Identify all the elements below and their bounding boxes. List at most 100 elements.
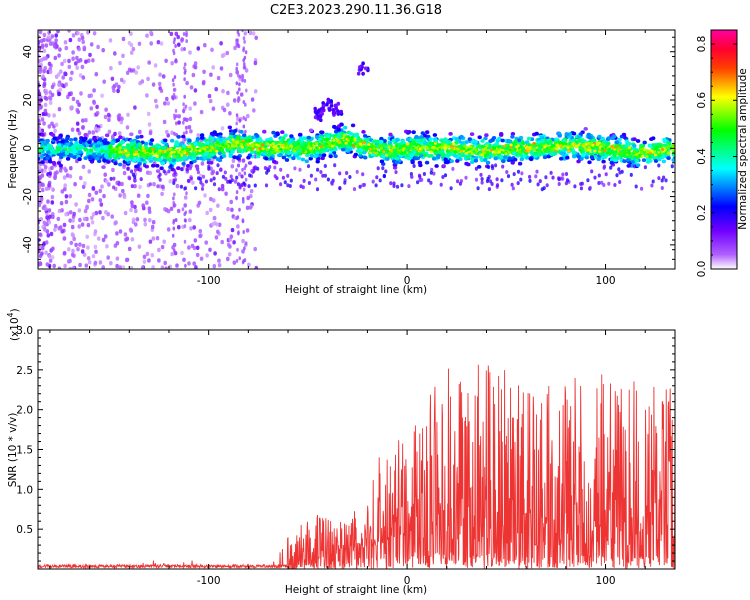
heatmap-cell [645, 155, 649, 158]
heatmap-cell [371, 149, 375, 152]
heatmap-cell [185, 33, 188, 38]
heatmap-cell [68, 141, 74, 146]
heatmap-cell [103, 114, 108, 120]
heatmap-cell [394, 160, 399, 165]
heatmap-cell [131, 217, 136, 222]
heatmap-cell [400, 183, 404, 188]
heatmap-cell [131, 46, 136, 52]
heatmap-cell [220, 126, 225, 131]
heatmap-cell [173, 170, 177, 175]
heatmap-cell [627, 151, 631, 155]
heatmap-cell [177, 42, 181, 47]
heatmap-cell [163, 260, 167, 266]
heatmap-cell [318, 142, 322, 146]
heatmap-cell [654, 153, 658, 157]
heatmap-cell [69, 105, 73, 110]
heatmap-cell [319, 144, 323, 148]
heatmap-x-tick-label: 100 [596, 275, 616, 287]
heatmap-cell [142, 160, 148, 165]
heatmap-cell [246, 143, 250, 146]
heatmap-cell [161, 184, 165, 189]
heatmap-cell [464, 140, 469, 144]
heatmap-cell [286, 183, 290, 188]
heatmap-cell [102, 158, 107, 163]
heatmap-cell [441, 153, 446, 158]
heatmap-cell [47, 220, 52, 225]
heatmap-cell [195, 137, 201, 141]
heatmap-cell [44, 43, 49, 48]
heatmap-cell [474, 155, 479, 160]
heatmap-cell [189, 176, 193, 181]
heatmap-cell [596, 157, 601, 162]
heatmap-cell [253, 183, 257, 188]
heatmap-cell [182, 117, 186, 122]
heatmap-cell [495, 177, 499, 182]
heatmap-cell [428, 137, 433, 142]
heatmap-cell [183, 203, 187, 208]
heatmap-cell [243, 246, 246, 251]
heatmap-cell [180, 47, 184, 52]
snr-y-tick-label: 2.0 [16, 405, 33, 417]
heatmap-cell [47, 124, 52, 129]
heatmap-cell [610, 149, 614, 153]
heatmap-cell [74, 61, 78, 66]
heatmap-cell [52, 113, 56, 118]
heatmap-cell [129, 207, 133, 213]
heatmap-cell [172, 218, 176, 223]
heatmap-cell [86, 222, 91, 228]
heatmap-cell [543, 145, 547, 149]
heatmap-cell [561, 172, 565, 177]
heatmap-cell [91, 212, 96, 217]
heatmap-cell [302, 178, 306, 183]
heatmap-cell [323, 173, 327, 178]
heatmap-cell [241, 218, 245, 223]
heatmap-cell [554, 137, 559, 142]
heatmap-cell [129, 68, 134, 73]
heatmap-cell [188, 209, 193, 214]
heatmap-y-tick-label: 20 [22, 93, 34, 106]
heatmap-cell [53, 175, 57, 181]
heatmap-cell [191, 154, 197, 158]
heatmap-cell [118, 193, 122, 198]
heatmap-cell [248, 30, 253, 36]
heatmap-cell [170, 167, 175, 172]
heatmap-cell [455, 159, 460, 163]
heatmap-cell [63, 183, 67, 188]
heatmap-cell [230, 207, 234, 212]
heatmap-cell [172, 196, 175, 201]
heatmap-cell [155, 146, 159, 150]
heatmap-cell [384, 169, 388, 174]
heatmap-cell [202, 69, 206, 75]
heatmap-cell [102, 193, 106, 199]
heatmap-cell [630, 159, 636, 164]
heatmap-y-axis-label: Frequency (Hz) [7, 109, 19, 188]
heatmap-cell [69, 76, 73, 82]
heatmap-cell [96, 141, 101, 145]
heatmap-cell [171, 78, 175, 83]
heatmap-y-tick-label: 0 [22, 145, 34, 152]
heatmap-cell [139, 177, 143, 182]
heatmap-cell [140, 79, 145, 84]
heatmap-cell [216, 229, 220, 234]
heatmap-cell [184, 263, 187, 268]
heatmap-cell [180, 250, 184, 256]
heatmap-cell [182, 32, 186, 36]
heatmap-cell [336, 111, 341, 116]
heatmap-cell [247, 138, 252, 143]
heatmap-cell [356, 71, 361, 76]
heatmap-cell [490, 148, 494, 152]
heatmap-cell [126, 143, 131, 148]
heatmap-cell [348, 131, 353, 136]
heatmap-cell [250, 97, 255, 102]
heatmap-cell [392, 184, 396, 188]
heatmap-cell [254, 265, 259, 269]
heatmap-cell [209, 196, 213, 202]
heatmap-cell [296, 156, 302, 161]
heatmap-cell [166, 148, 170, 152]
heatmap-cell [296, 146, 300, 150]
heatmap-cell [443, 160, 449, 165]
heatmap-cell [166, 227, 171, 232]
heatmap-cell [499, 154, 504, 159]
heatmap-cell [309, 153, 314, 158]
heatmap-cell [48, 41, 53, 46]
